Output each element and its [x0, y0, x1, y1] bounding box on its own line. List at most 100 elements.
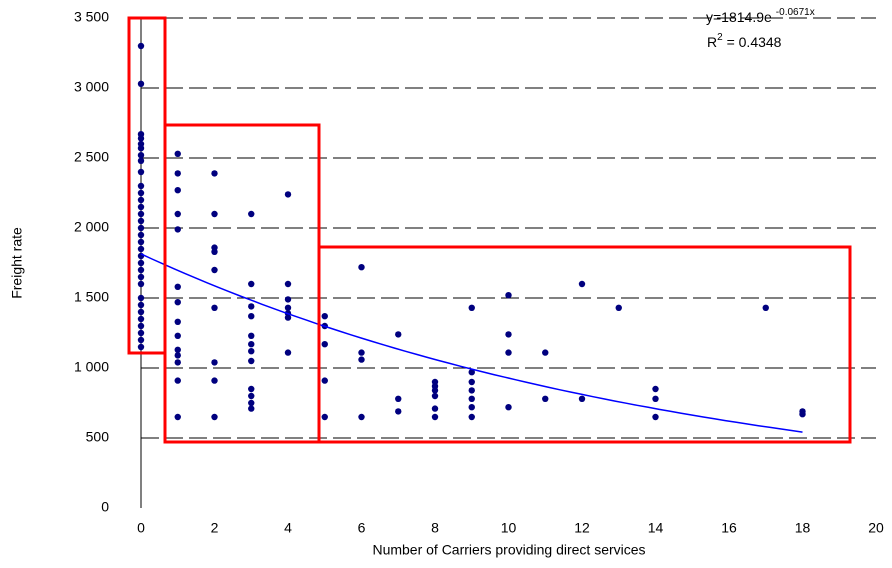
data-point — [321, 341, 328, 348]
data-point — [211, 170, 218, 177]
data-point — [137, 135, 145, 142]
x-tick-label: 12 — [574, 520, 590, 536]
data-point — [211, 359, 218, 366]
data-point — [505, 404, 512, 411]
data-point — [137, 189, 145, 197]
data-point — [174, 226, 181, 233]
data-point — [358, 356, 365, 363]
data-point — [468, 387, 475, 394]
data-point — [395, 331, 402, 338]
data-point — [248, 348, 255, 355]
y-tick-label: 500 — [86, 429, 110, 445]
data-point — [137, 336, 145, 344]
data-point — [137, 152, 145, 159]
data-point — [358, 349, 365, 356]
data-point — [137, 343, 145, 351]
data-point — [137, 217, 145, 225]
data-point — [174, 346, 181, 353]
data-point — [137, 145, 145, 152]
data-point — [431, 387, 439, 394]
y-tick-label: 2 500 — [74, 149, 109, 165]
data-point — [321, 377, 328, 384]
data-point — [284, 280, 292, 288]
data-point — [137, 266, 145, 274]
x-axis-title: Number of Carriers providing direct serv… — [372, 542, 645, 558]
data-point — [174, 332, 181, 339]
trend-line — [140, 253, 803, 433]
data-point — [431, 405, 439, 412]
y-tick-label: 3 000 — [74, 79, 109, 95]
marks — [137, 42, 806, 433]
y-tick-label: 0 — [101, 499, 109, 515]
data-point — [174, 283, 181, 290]
data-point — [248, 399, 255, 407]
data-point — [137, 259, 145, 267]
x-tick-label: 8 — [431, 520, 439, 536]
highlight-box — [163, 123, 321, 444]
data-point — [137, 245, 145, 253]
grid — [141, 17, 876, 439]
x-tick-label: 10 — [501, 520, 517, 536]
data-point — [431, 392, 439, 400]
y-tick-label: 1 000 — [74, 359, 109, 375]
x-tick-label: 4 — [284, 520, 292, 536]
x-tick-label: 18 — [795, 520, 811, 536]
data-point — [211, 304, 218, 311]
data-point — [174, 299, 181, 306]
data-point — [578, 395, 586, 402]
data-point — [284, 191, 292, 198]
r-squared-sup: 2 — [717, 32, 723, 43]
data-point — [284, 304, 292, 311]
data-point — [505, 292, 512, 299]
data-point — [137, 280, 145, 288]
data-point — [211, 377, 218, 384]
data-point — [248, 385, 255, 393]
data-point — [211, 413, 218, 421]
data-point — [468, 304, 475, 311]
data-point — [211, 266, 218, 274]
data-point — [652, 395, 659, 402]
data-point — [505, 331, 512, 338]
data-point — [468, 395, 475, 402]
data-point — [248, 341, 255, 348]
data-point — [174, 352, 181, 359]
data-point — [358, 264, 365, 271]
data-point — [542, 349, 549, 356]
y-tick-label: 2 000 — [74, 219, 109, 235]
data-point — [358, 413, 365, 421]
data-point — [137, 301, 145, 309]
data-point — [284, 296, 292, 303]
data-point — [137, 231, 145, 239]
data-point — [395, 395, 402, 402]
data-point — [137, 329, 145, 337]
r-squared: R2 = 0.4348 — [707, 32, 782, 50]
data-point — [468, 378, 475, 386]
data-point — [248, 280, 255, 288]
r-squared-label: R — [707, 34, 717, 50]
data-point — [174, 150, 181, 157]
data-point — [174, 210, 181, 218]
data-point — [137, 322, 145, 330]
data-point — [137, 42, 145, 50]
data-point — [137, 168, 145, 176]
data-point — [799, 411, 806, 418]
y-axis-title: Freight rate — [9, 227, 25, 299]
data-point — [174, 377, 181, 384]
data-point — [615, 304, 622, 311]
data-point — [248, 405, 255, 412]
data-point — [321, 313, 328, 320]
data-point — [284, 349, 292, 356]
data-point — [137, 224, 145, 232]
data-point — [248, 392, 255, 400]
data-point — [137, 273, 145, 281]
data-point — [468, 404, 475, 411]
data-point — [137, 238, 145, 246]
x-tick-label: 2 — [211, 520, 219, 536]
data-point — [137, 210, 145, 218]
highlight-box — [317, 245, 852, 444]
data-point — [211, 248, 218, 255]
data-point — [248, 303, 255, 310]
data-point — [174, 359, 181, 366]
y-tick-label: 3 500 — [74, 9, 109, 25]
